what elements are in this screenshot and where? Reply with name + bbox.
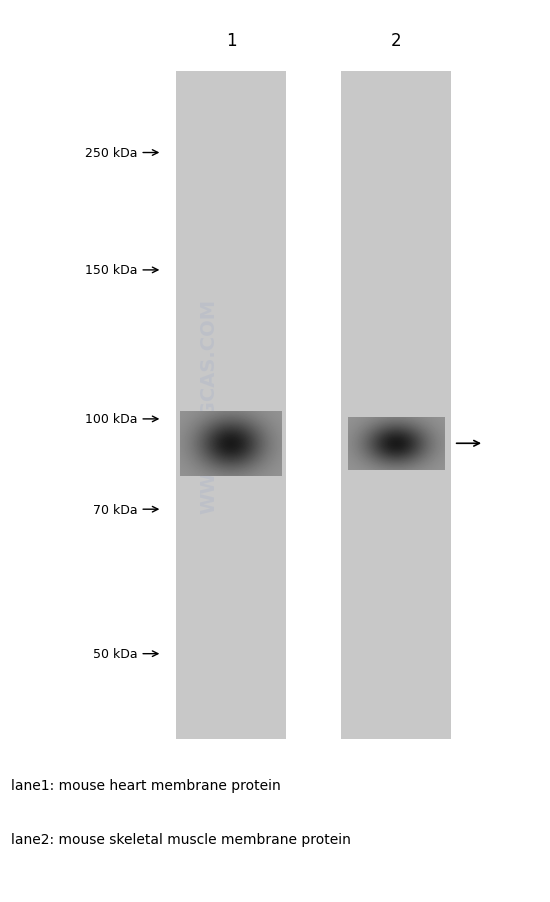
- Text: lane1: mouse heart membrane protein: lane1: mouse heart membrane protein: [11, 778, 280, 792]
- Text: 1: 1: [226, 32, 236, 50]
- Bar: [176, 72, 286, 740]
- Bar: [341, 72, 451, 740]
- Text: 250 kDa: 250 kDa: [85, 147, 138, 160]
- Text: lane2: mouse skeletal muscle membrane protein: lane2: mouse skeletal muscle membrane pr…: [11, 832, 351, 846]
- Text: 150 kDa: 150 kDa: [85, 264, 138, 277]
- Text: 70 kDa: 70 kDa: [93, 503, 138, 516]
- Text: 50 kDa: 50 kDa: [93, 648, 138, 660]
- Text: WWW.PTGCAS.COM: WWW.PTGCAS.COM: [200, 299, 218, 513]
- Text: 100 kDa: 100 kDa: [85, 413, 138, 426]
- Text: 2: 2: [390, 32, 402, 50]
